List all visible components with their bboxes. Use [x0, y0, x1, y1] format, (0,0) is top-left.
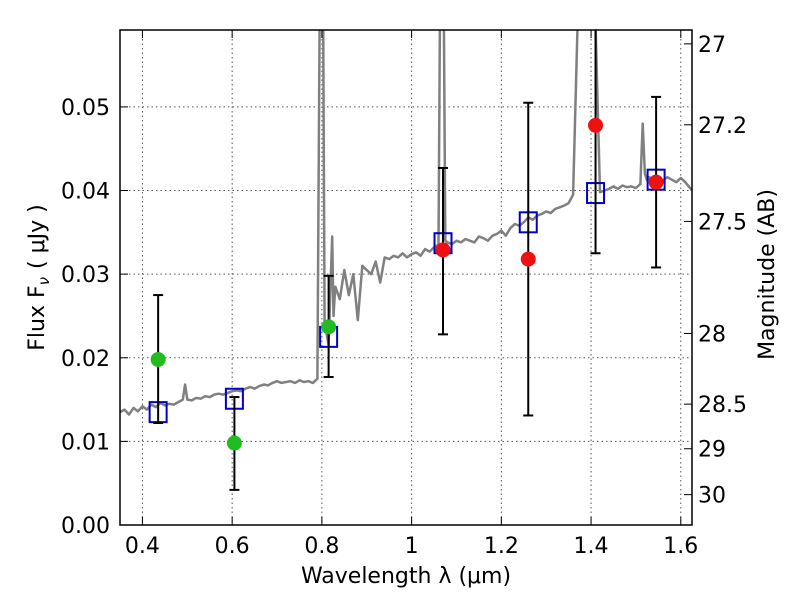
x-tick-label: 0.4 — [125, 534, 160, 559]
observed-point — [150, 351, 166, 367]
x-tick-label: 1.2 — [484, 534, 519, 559]
y-axis-label-main: Flux F — [25, 285, 50, 350]
observed-point — [588, 117, 604, 133]
y2-tick-label: 27 — [698, 33, 726, 58]
grid-lines — [120, 30, 692, 526]
y-tick-label: 0.05 — [61, 96, 110, 121]
observed-point — [648, 174, 664, 190]
y2-tick-label: 27.5 — [698, 210, 747, 235]
y2-axis-label: Magnitude (AB) — [755, 189, 780, 360]
y-axis-label-unit: ( μJy ) — [25, 204, 50, 269]
y-tick-label: 0.04 — [61, 180, 110, 205]
y2-tick-label: 27.2 — [698, 114, 747, 139]
y-axis-label: Flux Fν ( μJy ) — [25, 204, 53, 350]
y-tick-label: 0.02 — [61, 347, 110, 372]
plot-frame — [119, 29, 693, 526]
x-tick-label: 1 — [405, 534, 419, 559]
x-axis-label: Wavelength λ (μm) — [301, 564, 511, 589]
x-tick-label: 1.6 — [663, 534, 698, 559]
y-tick-label: 0.01 — [61, 430, 110, 455]
y2-tick-label: 28.5 — [698, 393, 747, 418]
observed-point — [520, 251, 536, 267]
template-spectrum — [120, 30, 692, 416]
y2-tick-label: 28 — [698, 322, 726, 347]
spectrum-line — [120, 30, 692, 416]
model-photometry — [148, 168, 666, 424]
observed-point — [226, 435, 242, 451]
y-tick-label: 0.00 — [61, 514, 110, 539]
observed-point — [321, 319, 337, 335]
x-tick-label: 0.6 — [215, 534, 250, 559]
y-axis-label-sub: ν — [35, 277, 53, 285]
x-tick-label: 0.8 — [304, 534, 339, 559]
axis-ticks: 0.4 0.6 0.8 1 1.2 1.4 1.6 0.00 0.01 0.02 0.03 0.04 0… — [61, 30, 747, 559]
y2-tick-label: 30 — [698, 484, 726, 509]
y2-tick-label: 29 — [698, 438, 726, 463]
y-tick-label: 0.03 — [61, 263, 110, 288]
observed-photometry — [150, 30, 664, 491]
x-tick-label: 1.4 — [574, 534, 609, 559]
observed-point — [435, 242, 451, 258]
